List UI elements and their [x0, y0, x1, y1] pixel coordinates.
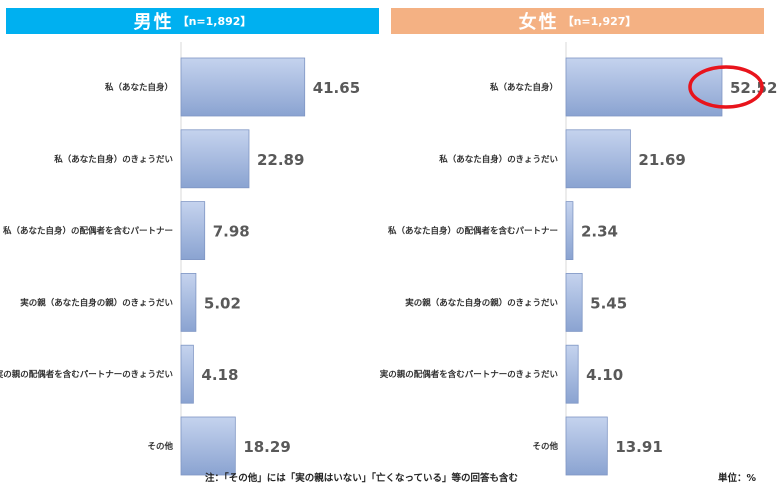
female-bar	[565, 272, 583, 332]
female-value-label: 21.69	[638, 151, 685, 169]
female-value-label: 5.45	[590, 294, 627, 312]
female-bar	[565, 416, 608, 476]
male-value-label: 22.89	[257, 151, 304, 169]
highlight-circle	[688, 65, 764, 109]
male-category-label: 実の親（あなた自身の親）のきょうだい	[20, 297, 173, 308]
female-panel: 私（あなた自身） 52.52 私（あなた自身）のきょうだい 21.69 私（あなた自身）…	[380, 42, 777, 476]
male-value-label: 5.02	[204, 294, 241, 312]
female-value-label: 2.34	[581, 223, 618, 241]
unit-label: 単位：%	[718, 473, 757, 484]
male-category-label: その他	[147, 441, 173, 452]
female-value-label: 13.91	[615, 438, 662, 456]
female-value-label: 52.52	[730, 79, 777, 97]
male-bar	[180, 416, 236, 476]
male-bar	[180, 272, 197, 332]
female-value-label: 4.10	[586, 366, 623, 384]
female-panel-count: 【n=1,927】	[562, 15, 637, 28]
male-panel-title: 男性	[133, 12, 174, 33]
female-panel-title: 女性	[518, 12, 559, 33]
male-panel-header: 男性 【n=1,892】	[6, 8, 379, 34]
male-value-label: 41.65	[313, 79, 360, 97]
female-category-label: 実の親（あなた自身の親）のきょうだい	[405, 297, 558, 308]
male-panel: 私（あなた自身） 41.65 私（あなた自身）のきょうだい 22.89 私（あなた自身）…	[0, 42, 360, 476]
female-bar	[565, 57, 723, 117]
female-panel-header: 女性 【n=1,927】	[391, 8, 764, 34]
male-category-label: 私（あなた自身）のきょうだい	[53, 154, 173, 165]
female-bar	[565, 344, 579, 404]
male-value-label: 18.29	[243, 438, 290, 456]
male-bar	[180, 129, 250, 189]
female-category-label: その他	[532, 441, 558, 452]
female-bar	[565, 201, 574, 261]
footnote: 注：「その他」には「実の親はいない」「亡くなっている」等の回答も含む	[205, 473, 519, 484]
male-category-label: 私（あなた自身）の配偶者を含むパートナー	[2, 226, 173, 237]
male-value-label: 7.98	[213, 223, 250, 241]
male-panel-count: 【n=1,892】	[177, 15, 252, 28]
female-category-label: 私（あなた自身）	[489, 82, 558, 93]
male-category-label: 実の親の配偶者を含むパートナーのきょうだい	[0, 369, 173, 380]
male-bar	[180, 344, 194, 404]
male-category-label: 私（あなた自身）	[104, 82, 173, 93]
female-bar	[565, 129, 631, 189]
male-bar	[180, 201, 206, 261]
female-category-label: 実の親の配偶者を含むパートナーのきょうだい	[380, 369, 558, 380]
female-category-label: 私（あなた自身）の配偶者を含むパートナー	[387, 226, 558, 237]
male-bar	[180, 57, 306, 117]
male-value-label: 4.18	[201, 366, 238, 384]
female-category-label: 私（あなた自身）のきょうだい	[438, 154, 558, 165]
